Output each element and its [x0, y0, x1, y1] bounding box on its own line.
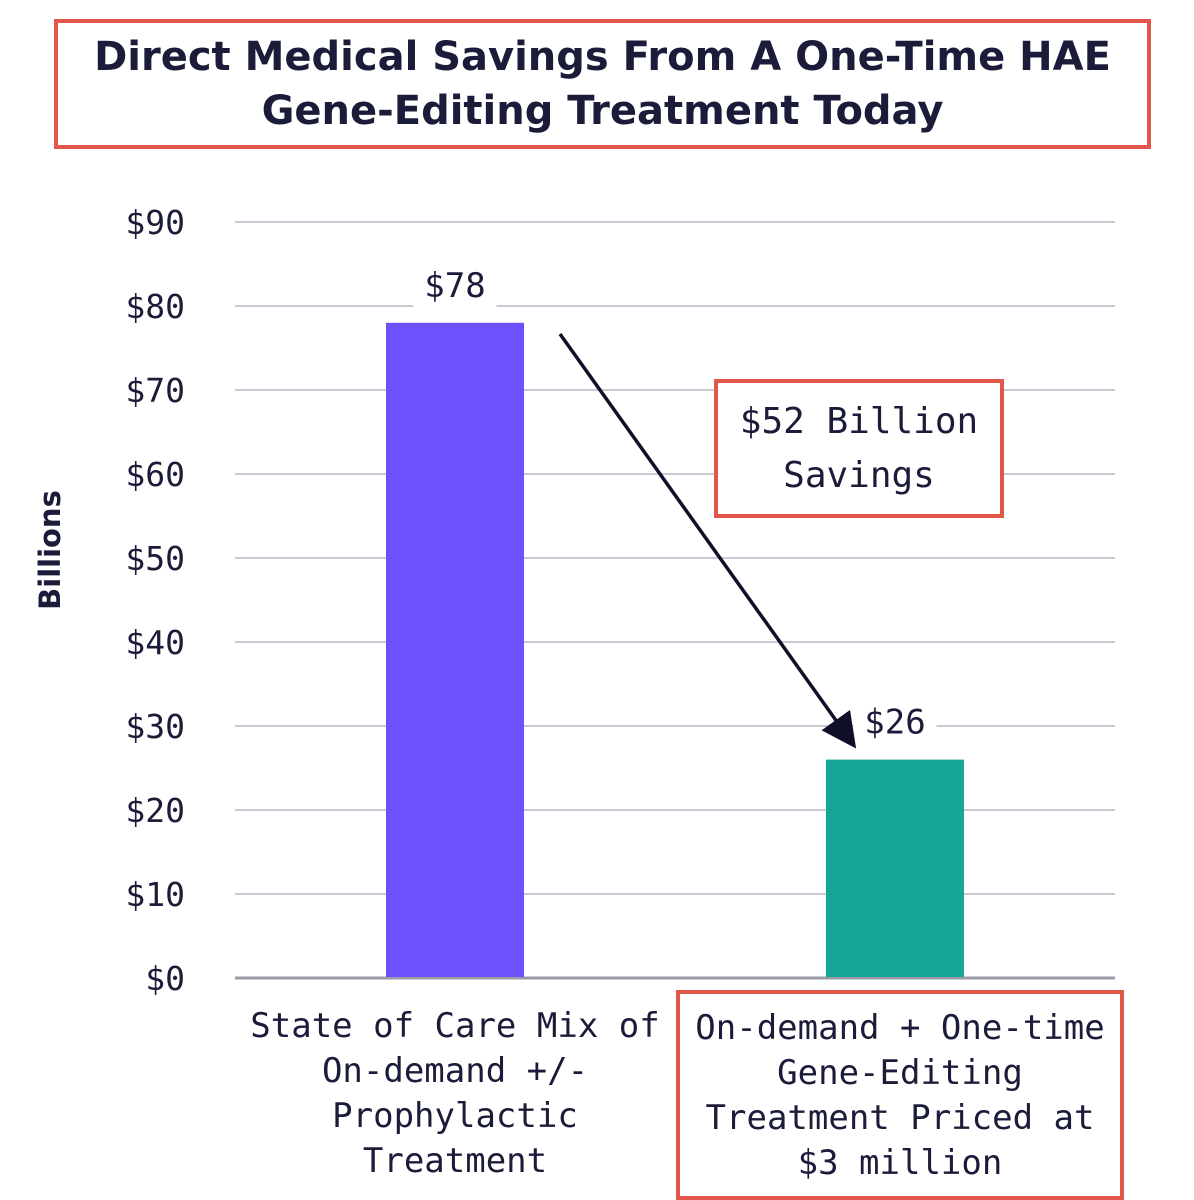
savings-annotation: $52 Billion Savings [714, 379, 1004, 518]
title-box: Direct Medical Savings From A One-Time H… [54, 19, 1151, 149]
data-label-backing [853, 701, 937, 746]
y-tick-label: $60 [125, 455, 185, 494]
bar-1 [386, 322, 524, 977]
category-label-1: State of Care Mix of On-demand +/- Proph… [250, 1006, 660, 1181]
category-label-2: On-demand + One-time Gene-Editing Treatm… [676, 990, 1124, 1200]
y-tick-label: $10 [125, 875, 185, 914]
y-tick-label: $20 [125, 791, 185, 830]
y-tick-label: $90 [125, 203, 185, 242]
y-tick-label: $30 [125, 707, 185, 746]
y-tick-label: $50 [125, 539, 185, 578]
data-label-2: $26 [864, 703, 925, 743]
y-tick-label: $70 [125, 371, 185, 410]
chart-title: Direct Medical Savings From A One-Time H… [94, 34, 1111, 134]
y-tick-label: $0 [145, 959, 185, 998]
y-tick-label: $80 [125, 287, 185, 326]
data-label-backing [413, 264, 497, 309]
bar-2 [826, 759, 964, 977]
savings-arrow [558, 332, 857, 749]
data-label-1: $78 [424, 266, 485, 306]
y-tick-label: $40 [125, 623, 185, 662]
